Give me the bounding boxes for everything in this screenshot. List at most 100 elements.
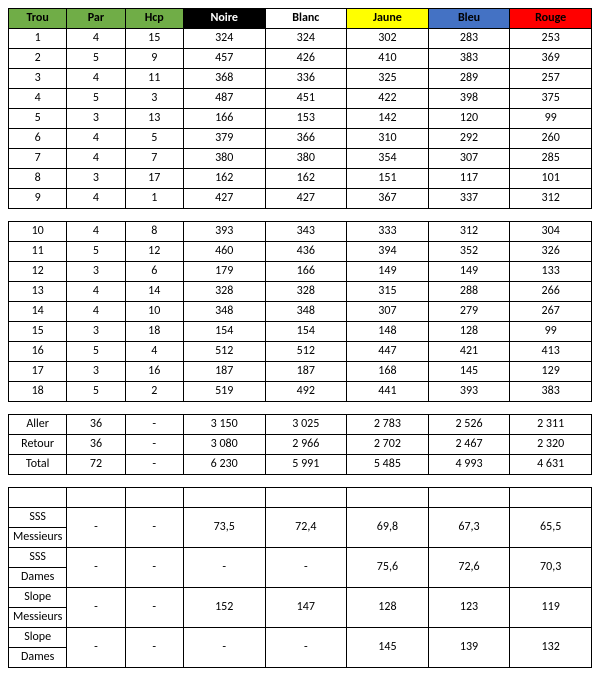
scorecard-table: TrouParHcpNoireBlancJauneBleuRouge141532… xyxy=(8,8,592,668)
cell-bleu: 292 xyxy=(428,129,510,149)
back9-row: 13414328328315288266 xyxy=(9,282,592,302)
cell-par: 5 xyxy=(67,89,125,109)
cell-jaune: 441 xyxy=(347,382,429,402)
back9-row: 11512460436394352326 xyxy=(9,242,592,262)
header-blanc: Blanc xyxy=(265,9,347,29)
cell-trou: 2 xyxy=(9,49,67,69)
cell-par: 4 xyxy=(67,129,125,149)
cell-jaune: 315 xyxy=(347,282,429,302)
cell-jaune: 151 xyxy=(347,169,429,189)
cell-jaune: 75,6 xyxy=(347,548,429,588)
cell-bleu: 279 xyxy=(428,302,510,322)
cell-jaune: 394 xyxy=(347,242,429,262)
cell-bleu: 123 xyxy=(428,588,510,628)
cell-trou: 9 xyxy=(9,189,67,209)
cell-trou: 3 xyxy=(9,69,67,89)
cell-blanc: 187 xyxy=(265,362,347,382)
cell-hcp: - xyxy=(125,628,183,668)
cell-noire: 166 xyxy=(183,109,265,129)
cell-jaune: 307 xyxy=(347,302,429,322)
cell-blanc: 72,4 xyxy=(265,508,347,548)
cell-noire: - xyxy=(183,628,265,668)
cell-noire: 328 xyxy=(183,282,265,302)
cell-blanc: 343 xyxy=(265,222,347,242)
header-par: Par xyxy=(67,9,125,29)
back9-row: 17316187187168145129 xyxy=(9,362,592,382)
cell-hcp: - xyxy=(125,588,183,628)
cell-jaune: 333 xyxy=(347,222,429,242)
cell-par: - xyxy=(67,628,125,668)
cell-blanc: 324 xyxy=(265,29,347,49)
cell-trou: 13 xyxy=(9,282,67,302)
total-label: Total xyxy=(9,455,67,475)
cell-bleu: 383 xyxy=(428,49,510,69)
cell-jaune: 128 xyxy=(347,588,429,628)
cell-hcp: 8 xyxy=(125,222,183,242)
cell-blanc: 162 xyxy=(265,169,347,189)
cell-trou: 1 xyxy=(9,29,67,49)
cell-blanc: 147 xyxy=(265,588,347,628)
cell-par: - xyxy=(67,588,125,628)
header-noire: Noire xyxy=(183,9,265,29)
cell-bleu: 307 xyxy=(428,149,510,169)
cell-rouge: 2 320 xyxy=(510,435,592,455)
cell-noire: 324 xyxy=(183,29,265,49)
front9-row: 259457426410383369 xyxy=(9,49,592,69)
cell-bleu: 283 xyxy=(428,29,510,49)
cell-hcp: 14 xyxy=(125,282,183,302)
cell-rouge: 70,3 xyxy=(510,548,592,588)
cell-blanc: 154 xyxy=(265,322,347,342)
cell-blanc: 2 966 xyxy=(265,435,347,455)
cell-rouge: 101 xyxy=(510,169,592,189)
cell-blanc: 426 xyxy=(265,49,347,69)
header-hcp: Hcp xyxy=(125,9,183,29)
front9-row: 453487451422398375 xyxy=(9,89,592,109)
cell-jaune: 5 485 xyxy=(347,455,429,475)
cell-jaune: 302 xyxy=(347,29,429,49)
cell-blanc: 166 xyxy=(265,262,347,282)
cell-par: 4 xyxy=(67,69,125,89)
cell-trou: 11 xyxy=(9,242,67,262)
cell-jaune: 145 xyxy=(347,628,429,668)
cell-rouge: 266 xyxy=(510,282,592,302)
cell-blanc: 153 xyxy=(265,109,347,129)
cell-rouge: 260 xyxy=(510,129,592,149)
header-bleu: Bleu xyxy=(428,9,510,29)
cell-noire: 348 xyxy=(183,302,265,322)
cell-par: 36 xyxy=(67,415,125,435)
cell-par: 3 xyxy=(67,362,125,382)
rating-row: Slope----145139132 xyxy=(9,628,592,648)
cell-par: 3 xyxy=(67,169,125,189)
cell-hcp: 15 xyxy=(125,29,183,49)
cell-bleu: 398 xyxy=(428,89,510,109)
cell-trou: 8 xyxy=(9,169,67,189)
cell-trou: 7 xyxy=(9,149,67,169)
cell-hcp: - xyxy=(125,508,183,548)
cell-rouge: 253 xyxy=(510,29,592,49)
cell-bleu: 72,6 xyxy=(428,548,510,588)
cell-blanc: 427 xyxy=(265,189,347,209)
cell-jaune: 367 xyxy=(347,189,429,209)
rating-label-2: Messieurs xyxy=(9,528,67,548)
front9-row: 1415324324302283253 xyxy=(9,29,592,49)
front9-row: 531316615314212099 xyxy=(9,109,592,129)
cell-hcp: 4 xyxy=(125,342,183,362)
cell-bleu: 67,3 xyxy=(428,508,510,548)
totals-row: Total72-6 2305 9915 4854 9934 631 xyxy=(9,455,592,475)
cell-trou: 6 xyxy=(9,129,67,149)
cell-bleu: 149 xyxy=(428,262,510,282)
cell-jaune: 447 xyxy=(347,342,429,362)
cell-jaune: 148 xyxy=(347,322,429,342)
cell-bleu: 421 xyxy=(428,342,510,362)
cell-hcp: 13 xyxy=(125,109,183,129)
cell-bleu: 2 467 xyxy=(428,435,510,455)
cell-rouge: 326 xyxy=(510,242,592,262)
cell-noire: 162 xyxy=(183,169,265,189)
cell-par: 5 xyxy=(67,382,125,402)
cell-jaune: 354 xyxy=(347,149,429,169)
cell-rouge: 312 xyxy=(510,189,592,209)
cell-noire: 187 xyxy=(183,362,265,382)
cell-bleu: 145 xyxy=(428,362,510,382)
cell-bleu: 288 xyxy=(428,282,510,302)
totals-row: Aller36-3 1503 0252 7832 5262 311 xyxy=(9,415,592,435)
